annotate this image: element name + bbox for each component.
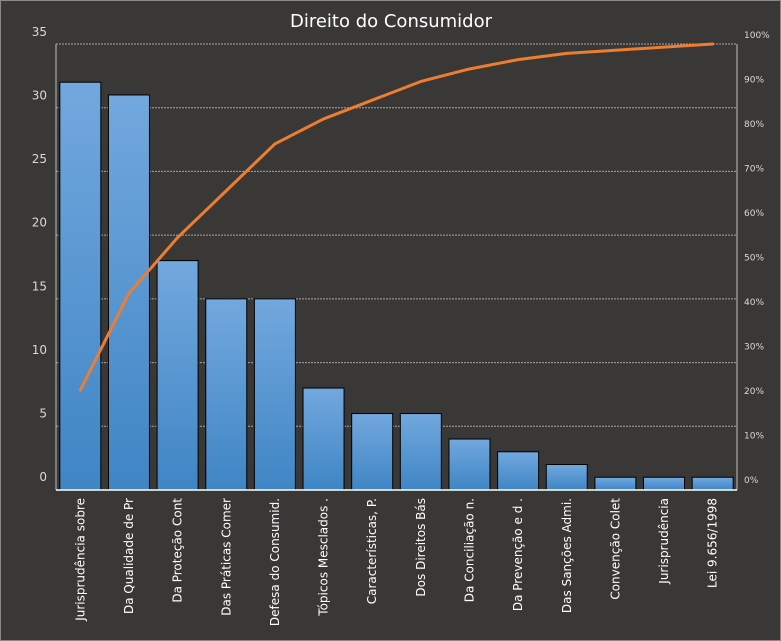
y-tick-label: 0 — [39, 470, 47, 484]
y-tick-label: 15 — [32, 279, 47, 293]
y-tick-label: 25 — [32, 152, 47, 166]
cumulative-point — [712, 43, 714, 45]
cumulative-point — [517, 59, 519, 61]
cumulative-point — [128, 292, 130, 294]
cumulative-point — [614, 49, 616, 51]
x-tick-label: Jurisprudência sobre — [73, 498, 87, 622]
bar — [351, 413, 394, 491]
cumulative-point — [371, 99, 373, 101]
x-tick-label: Jurisprudência — [657, 498, 671, 585]
cumulative-point — [663, 46, 665, 48]
x-tick-label: Defesa do Consumid. — [268, 498, 282, 626]
cumulative-line — [78, 42, 715, 392]
x-tick-label: Lei 9.656/1998 — [706, 498, 720, 588]
x-tick-label: Da Qualidade de Pr — [122, 498, 136, 614]
y2-tick-label: 60% — [744, 209, 764, 219]
chart-title: Direito do Consumidor — [290, 11, 493, 32]
y2-tick-label: 30% — [744, 343, 764, 353]
cumulative-point — [225, 190, 227, 192]
bar — [497, 451, 540, 491]
bar — [643, 476, 686, 491]
x-tick-label: Características, P. — [365, 498, 379, 604]
x-tick-label: Da Proteção Cont — [171, 498, 185, 603]
cumulative-point — [177, 237, 179, 239]
y2-tick-label: 10% — [744, 432, 764, 442]
cumulative-point — [566, 52, 568, 54]
x-tick-label: Tópicos Mesclados . — [317, 498, 331, 617]
cumulative-point — [274, 143, 276, 145]
y-tick-label: 20 — [32, 216, 47, 230]
x-tick-label: Das Práticas Comer — [219, 498, 233, 616]
bar — [59, 81, 102, 491]
bar — [399, 413, 442, 491]
y-tick-label: 30 — [32, 89, 47, 103]
y-tick-label: 5 — [39, 406, 47, 420]
x-tick-label: Convenção Colet — [608, 498, 622, 600]
y2-tick-label: 40% — [744, 298, 764, 308]
y2-tick-label: 50% — [744, 254, 764, 264]
y2-tick-label: 80% — [744, 120, 764, 130]
cumulative-point — [420, 80, 422, 82]
cumulative-point — [79, 389, 81, 391]
y2-tick-label: 100% — [744, 31, 770, 41]
x-tick-label: Da Conciliação n. — [462, 498, 476, 602]
bar — [448, 438, 491, 491]
bar — [205, 298, 248, 491]
x-tick-label: Dos Direitos Bás — [414, 498, 428, 597]
y2-tick-label: 70% — [744, 165, 764, 175]
bar — [302, 387, 345, 491]
bar — [691, 476, 734, 491]
bar — [253, 298, 296, 491]
bar — [594, 476, 637, 491]
y2-tick-label: 90% — [744, 76, 764, 86]
bar — [545, 464, 588, 491]
y-tick-label: 35 — [32, 25, 47, 39]
x-tick-label: Da Prevenção e d . — [511, 498, 525, 611]
cumulative-point — [323, 118, 325, 120]
x-tick-label: Das Sanções Admi. — [560, 498, 574, 613]
y-tick-label: 10 — [32, 343, 47, 357]
y2-tick-label: 20% — [744, 387, 764, 397]
bar — [156, 260, 199, 491]
cumulative-point — [468, 68, 470, 70]
y2-tick-label: 0% — [744, 476, 759, 486]
